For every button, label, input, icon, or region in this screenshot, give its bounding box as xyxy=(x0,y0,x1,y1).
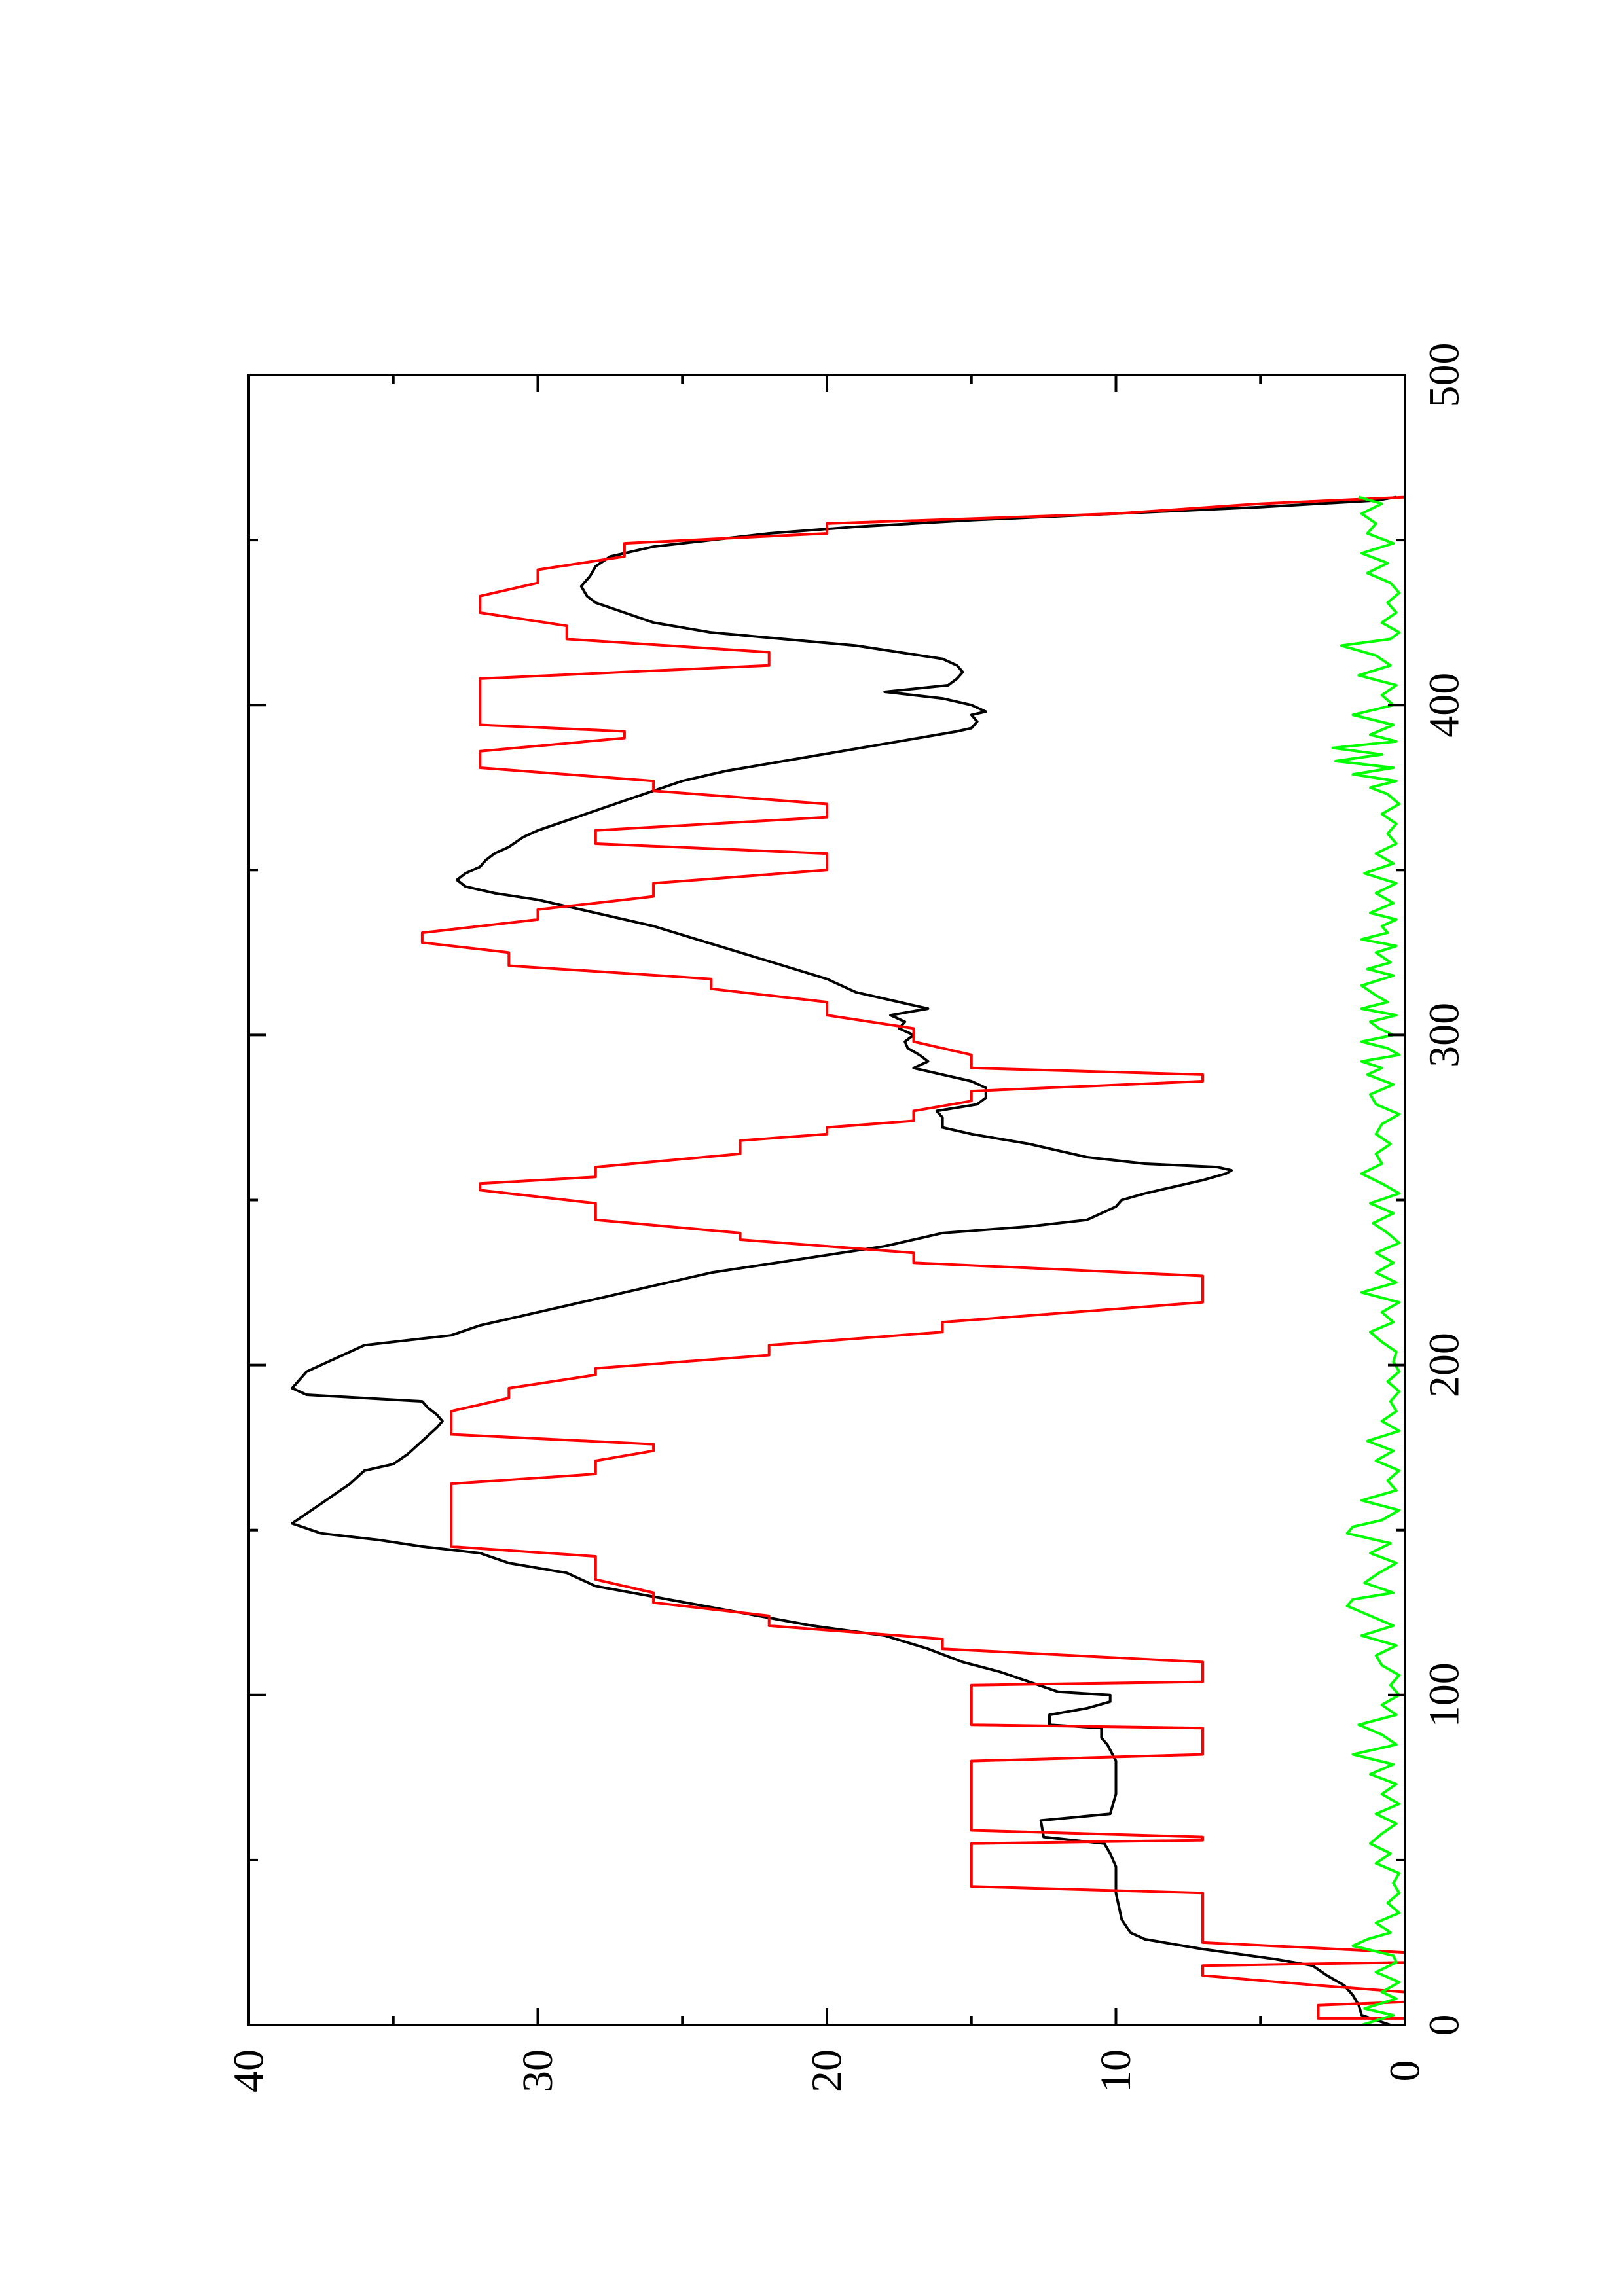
y-tick-label: 0 xyxy=(1381,2060,1429,2082)
series-line-1 xyxy=(291,495,1397,2026)
tick-layer xyxy=(247,374,1406,2026)
plot-frame xyxy=(247,374,1406,2026)
label-layer: 0 100 200 300 400 500 0 10 20 30 40 xyxy=(225,343,1468,2093)
y-tick-label: 20 xyxy=(803,2049,851,2092)
series-layer xyxy=(291,495,1406,2026)
x-tick-label: 100 xyxy=(1421,1662,1468,1727)
x-tick-label: 300 xyxy=(1421,1003,1468,1067)
series-line-2 xyxy=(420,495,1406,2025)
y-tick-label: 30 xyxy=(514,2049,562,2092)
x-tick-label: 0 xyxy=(1421,2015,1468,2036)
x-tick-label: 500 xyxy=(1421,343,1468,408)
series-line-3 xyxy=(1331,495,1401,2026)
y-tick-label: 40 xyxy=(225,2049,273,2092)
x-tick-label: 200 xyxy=(1421,1333,1468,1397)
y-tick-label: 10 xyxy=(1092,2049,1140,2092)
x-tick-label: 400 xyxy=(1421,673,1468,738)
